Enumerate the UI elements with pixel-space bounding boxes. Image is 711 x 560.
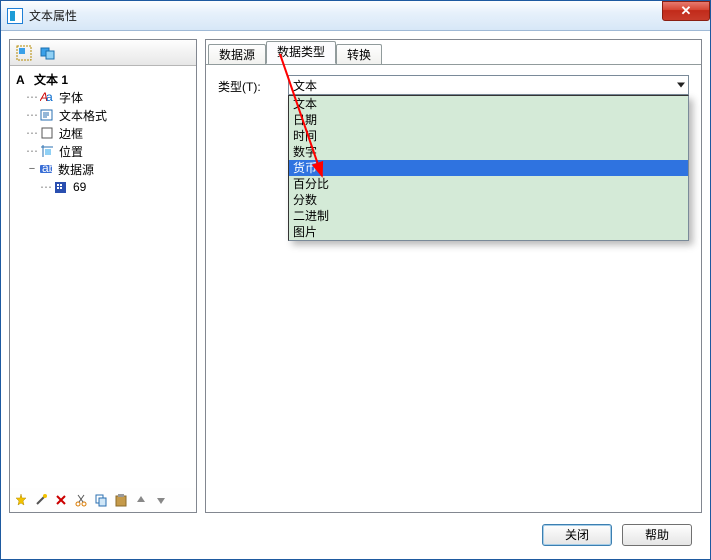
dropdown-option[interactable]: 货币 [289, 160, 688, 176]
dropdown-option[interactable]: 百分比 [289, 176, 688, 192]
magic-icon[interactable] [32, 491, 50, 509]
right-panel: 数据源 数据类型 转换 类型(T): 文本 文本日期时间数字货币百分比分数二进制… [205, 39, 702, 513]
delete-icon[interactable] [52, 491, 70, 509]
close-button[interactable]: 关闭 [542, 524, 612, 546]
dropdown-option[interactable]: 时间 [289, 128, 688, 144]
tree-item-label: 字体 [59, 89, 83, 106]
tree-view[interactable]: A 文本 1 ⋯ Aa 字体 ⋯ 文本格式 ⋯ [10, 66, 196, 488]
svg-text:ab: ab [42, 162, 53, 175]
tree-connector: ⋯ [26, 90, 39, 104]
bottom-button-bar: 关闭 帮助 [9, 519, 702, 551]
window-title: 文本属性 [29, 7, 77, 24]
dropdown-option[interactable]: 日期 [289, 112, 688, 128]
wizard-icon[interactable] [12, 491, 30, 509]
chevron-down-icon [677, 83, 685, 88]
position-icon [39, 143, 55, 159]
tab-content: 类型(T): 文本 文本日期时间数字货币百分比分数二进制图片 [206, 64, 701, 512]
tree-connector: ⋯ [26, 108, 39, 122]
svg-text:A: A [16, 73, 25, 86]
tree-item-label: 数据源 [58, 161, 94, 178]
window: 文本属性 ✕ A 文本 1 [0, 0, 711, 560]
type-dropdown[interactable]: 文本日期时间数字货币百分比分数二进制图片 [288, 95, 689, 241]
moveup-icon[interactable] [132, 491, 150, 509]
app-icon [7, 8, 23, 24]
text-a-icon: A [14, 71, 30, 87]
svg-text:a: a [46, 90, 53, 104]
tree-item-label: 文本格式 [59, 107, 107, 124]
tree-leaf-69[interactable]: ⋯ 69 [12, 178, 194, 196]
tree-item-label: 位置 [59, 143, 83, 160]
tab-datatype[interactable]: 数据类型 [266, 41, 336, 64]
type-row: 类型(T): 文本 文本日期时间数字货币百分比分数二进制图片 [218, 75, 689, 95]
tab-bar: 数据源 数据类型 转换 [206, 40, 701, 64]
dropdown-option[interactable]: 分数 [289, 192, 688, 208]
tree-connector: ⋯ [26, 126, 39, 140]
tree-connector: ⋯ [26, 144, 39, 158]
movedown-icon[interactable] [152, 491, 170, 509]
copy-icon[interactable] [92, 491, 110, 509]
help-button[interactable]: 帮助 [622, 524, 692, 546]
cut-icon[interactable] [72, 491, 90, 509]
tree-item-format[interactable]: ⋯ 文本格式 [12, 106, 194, 124]
select-tool-icon[interactable] [14, 43, 34, 63]
font-icon: Aa [39, 89, 55, 105]
datasource-icon: ab [38, 161, 54, 177]
tree-item-font[interactable]: ⋯ Aa 字体 [12, 88, 194, 106]
tree-item-label: 边框 [59, 125, 83, 142]
tree-item-position[interactable]: ⋯ 位置 [12, 142, 194, 160]
left-panel: A 文本 1 ⋯ Aa 字体 ⋯ 文本格式 ⋯ [9, 39, 197, 513]
data-icon [53, 179, 69, 195]
left-toolbar [10, 40, 196, 66]
main-area: A 文本 1 ⋯ Aa 字体 ⋯ 文本格式 ⋯ [9, 39, 702, 513]
border-icon [39, 125, 55, 141]
tab-datasource[interactable]: 数据源 [208, 44, 266, 65]
dropdown-option[interactable]: 图片 [289, 224, 688, 240]
tree-root[interactable]: A 文本 1 [12, 70, 194, 88]
tree-root-label: 文本 1 [34, 71, 68, 88]
paste-icon[interactable] [112, 491, 130, 509]
dropdown-option[interactable]: 文本 [289, 96, 688, 112]
tab-convert[interactable]: 转换 [336, 44, 382, 65]
tree-item-datasource[interactable]: − ab 数据源 [12, 160, 194, 178]
client-area: A 文本 1 ⋯ Aa 字体 ⋯ 文本格式 ⋯ [1, 31, 710, 559]
tree-expander[interactable]: − [26, 163, 38, 175]
type-label: 类型(T): [218, 75, 278, 95]
tree-item-border[interactable]: ⋯ 边框 [12, 124, 194, 142]
type-select-display[interactable]: 文本 [288, 75, 689, 95]
tree-connector: ⋯ [40, 180, 53, 194]
dropdown-option[interactable]: 数字 [289, 144, 688, 160]
tree-leaf-label: 69 [73, 180, 86, 194]
tree-bottom-toolbar [10, 488, 196, 512]
dropdown-option[interactable]: 二进制 [289, 208, 688, 224]
titlebar: 文本属性 ✕ [1, 1, 710, 31]
window-close-button[interactable]: ✕ [662, 1, 710, 21]
group-tool-icon[interactable] [38, 43, 58, 63]
textformat-icon [39, 107, 55, 123]
type-select[interactable]: 文本 文本日期时间数字货币百分比分数二进制图片 [288, 75, 689, 95]
type-select-value: 文本 [293, 77, 317, 94]
